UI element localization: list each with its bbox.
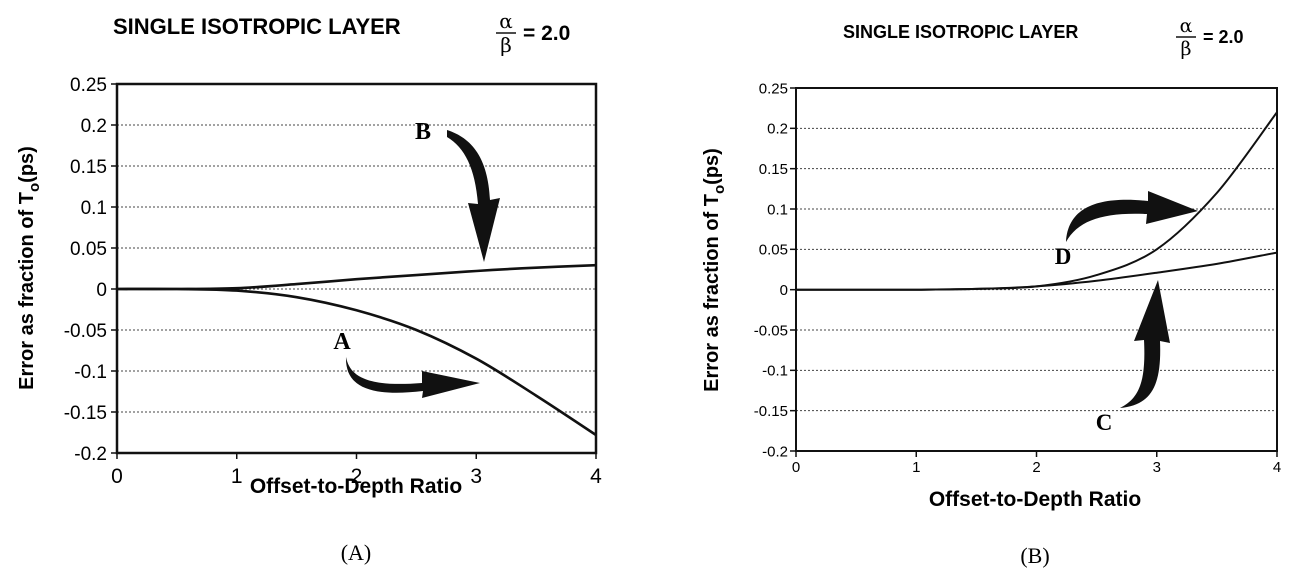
chart-a-y-ticks: 0.25 0.2 0.15 0.1 0.05 0 -0.05 -0.1 -0.15 -0.2 <box>64 75 117 465</box>
chart-b-y-tick-label: 0.15 <box>759 161 788 178</box>
chart-b-y-ticks: 0.25 0.2 0.15 0.1 0.05 0 -0.05 -0.1 -0.15 -0.2 <box>754 80 796 460</box>
chart-b-y-tick-label: 0.1 <box>767 201 788 218</box>
chart-b-x-tick-label: 3 <box>1153 459 1161 476</box>
chart-b-title-beta: β <box>1181 38 1192 60</box>
chart-a-x-axis-label: Offset-to-Depth Ratio <box>250 475 462 498</box>
chart-b-y-tick-label: 0.05 <box>759 242 788 259</box>
chart-b-y-tick-label: -0.05 <box>754 322 788 339</box>
chart-b-curve-label-c: C <box>1096 410 1113 435</box>
chart-a-y-tick-label: 0.05 <box>70 239 107 260</box>
chart-b-title-alpha: α <box>1180 15 1193 37</box>
chart-a-x-tick-label: 3 <box>470 465 482 488</box>
chart-b-plot-frame <box>795 87 1278 452</box>
chart-b-y-tick-label: -0.2 <box>762 443 788 460</box>
chart-a-y-tick-label: -0.1 <box>74 362 107 383</box>
chart-a-title-alpha: α <box>499 9 513 33</box>
chart-a-curve-label-a: A <box>333 329 351 355</box>
chart-b-y-tick-label: -0.15 <box>754 403 788 420</box>
chart-b-arrow-d <box>1066 191 1198 242</box>
chart-b-x-ticks: 0 1 2 3 4 <box>792 451 1281 476</box>
chart-b-series-d-line <box>796 111 1277 291</box>
chart-a-arrow-b <box>447 130 500 262</box>
chart-b-x-axis-label: Offset-to-Depth Ratio <box>929 488 1141 511</box>
chart-b-y-tick-label: 0.2 <box>767 121 788 138</box>
chart-b-title-ratio-value: = 2.0 <box>1203 27 1244 47</box>
chart-a-x-tick-label: 2 <box>351 465 363 488</box>
chart-a-y-tick-label: 0.1 <box>81 198 107 219</box>
chart-a-x-tick-label: 4 <box>590 465 602 488</box>
chart-b-caption: (B) <box>1020 543 1049 568</box>
chart-a-y-axis-label: Error as fraction of To(ps) <box>16 146 43 390</box>
chart-a-y-tick-label: -0.15 <box>64 403 107 424</box>
chart-a-title-beta: β <box>500 33 512 57</box>
chart-a-series-b-line <box>117 263 596 291</box>
chart-a-x-tick-label: 1 <box>231 465 243 488</box>
chart-a-series-a-line <box>117 287 596 437</box>
chart-a-arrow-a <box>345 357 480 398</box>
chart-b-title: SINGLE ISOTROPIC LAYER <box>843 22 1078 42</box>
chart-b-y-axis-label: Error as fraction of To(ps) <box>701 148 728 392</box>
chart-a-title-ratio-value: = 2.0 <box>523 22 570 45</box>
chart-b-x-tick-label: 4 <box>1273 459 1281 476</box>
chart-a-x-tick-label: 0 <box>111 465 123 488</box>
chart-a-y-tick-label: -0.2 <box>74 444 107 465</box>
chart-b-gridlines <box>796 127 1277 412</box>
chart-a-y-tick-label: 0 <box>96 280 107 301</box>
chart-panel-a: SINGLE ISOTROPIC LAYER α β = 2.0 0.250.2… <box>16 9 602 565</box>
chart-b-x-tick-label: 0 <box>792 459 800 476</box>
chart-a-title: SINGLE ISOTROPIC LAYER <box>113 14 401 39</box>
chart-a-y-tick-label: 0.25 <box>70 75 107 96</box>
chart-a-plot-frame <box>115 82 598 455</box>
chart-a-curve-label-b: B <box>415 119 431 145</box>
chart-a-y-tick-label: 0.15 <box>70 157 107 178</box>
chart-b-series-c-line <box>796 251 1277 291</box>
chart-b-y-tick-label: -0.1 <box>762 363 788 380</box>
chart-a-y-tick-label: -0.05 <box>64 321 107 342</box>
chart-b-arrow-c <box>1120 280 1170 408</box>
chart-b-y-tick-label: 0 <box>780 282 788 299</box>
chart-a-caption: (A) <box>341 540 372 565</box>
chart-b-curve-label-d: D <box>1055 244 1072 269</box>
chart-b-y-tick-label: 0.25 <box>759 80 788 97</box>
chart-a-y-tick-label: 0.2 <box>81 116 107 137</box>
chart-b-x-tick-label: 2 <box>1032 459 1040 476</box>
chart-b-x-tick-label: 1 <box>912 459 920 476</box>
chart-panel-b: SINGLE ISOTROPIC LAYER α β = 2.0 0.250.2… <box>701 15 1281 568</box>
